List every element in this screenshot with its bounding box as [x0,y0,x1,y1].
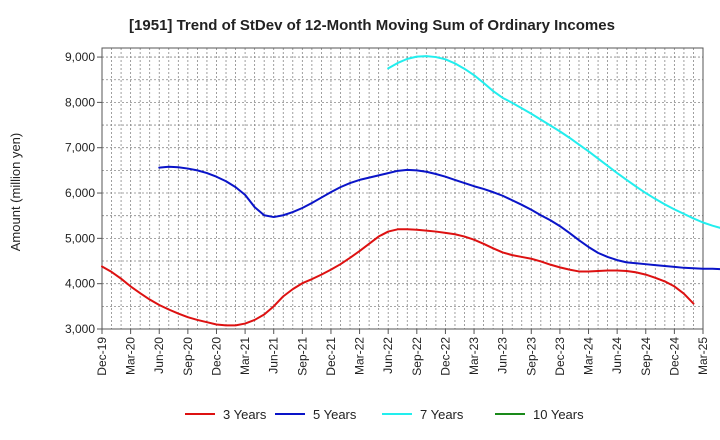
x-tick-label: Jun-20 [152,337,166,374]
x-ticks: Dec-19 Mar-20 Jun-20 Sep-20 Dec-20 Mar-21 Jun-… [95,329,710,376]
y-tick-label: 3,000 [65,322,95,336]
x-tick-label: Sep-21 [295,337,309,376]
x-tick-label: Mar-20 [124,337,138,375]
x-tick-label: Jun-22 [381,337,395,374]
legend-label-7-years: 7 Years [420,407,464,422]
y-tick-label: 4,000 [65,277,95,291]
axes [101,47,704,330]
x-tick-label: Mar-21 [238,337,252,375]
x-tick-label: Sep-23 [524,337,538,376]
x-tick-label: Dec-19 [95,337,109,376]
x-tick-label: Jun-24 [610,337,624,374]
x-tick-label: Mar-22 [353,337,367,375]
chart-title: [1951] Trend of StDev of 12-Month Moving… [129,17,615,34]
legend-label-5-years: 5 Years [313,407,357,422]
y-tick-label: 5,000 [65,231,95,245]
x-tick-label: Dec-22 [438,337,452,376]
series-lines [101,55,720,327]
y-tick-label: 8,000 [65,95,95,109]
y-tick-label: 7,000 [65,141,95,155]
legend: 3 Years 5 Years 7 Years 10 Years [185,407,584,422]
y-ticks: 3,000 4,000 5,000 6,000 7,000 8,000 9,000 [65,50,102,336]
series-line-5-years [158,165,720,271]
x-tick-label: Sep-24 [639,337,653,376]
x-tick-label: Dec-20 [209,337,223,376]
y-tick-label: 6,000 [65,186,95,200]
x-tick-label: Sep-20 [181,337,195,376]
x-tick-label: Jun-21 [267,337,281,374]
y-axis-label: Amount (million yen) [8,133,23,252]
series-line-3-years [101,228,695,327]
x-tick-label: Dec-24 [667,337,681,376]
x-tick-label: Mar-25 [696,337,710,375]
x-tick-label: Sep-22 [410,337,424,376]
grid [102,48,703,330]
plot-frame [101,47,704,330]
legend-label-3-years: 3 Years [223,407,267,422]
x-tick-label: Mar-24 [582,337,596,375]
legend-label-10-years: 10 Years [533,407,584,422]
plot-area [102,48,703,329]
x-tick-label: Mar-23 [467,337,481,375]
x-tick-label: Dec-23 [553,337,567,376]
x-tick-label: Jun-23 [496,337,510,374]
x-tick-label: Dec-21 [324,337,338,376]
series-line-7-years [387,55,720,229]
y-tick-label: 9,000 [65,50,95,64]
